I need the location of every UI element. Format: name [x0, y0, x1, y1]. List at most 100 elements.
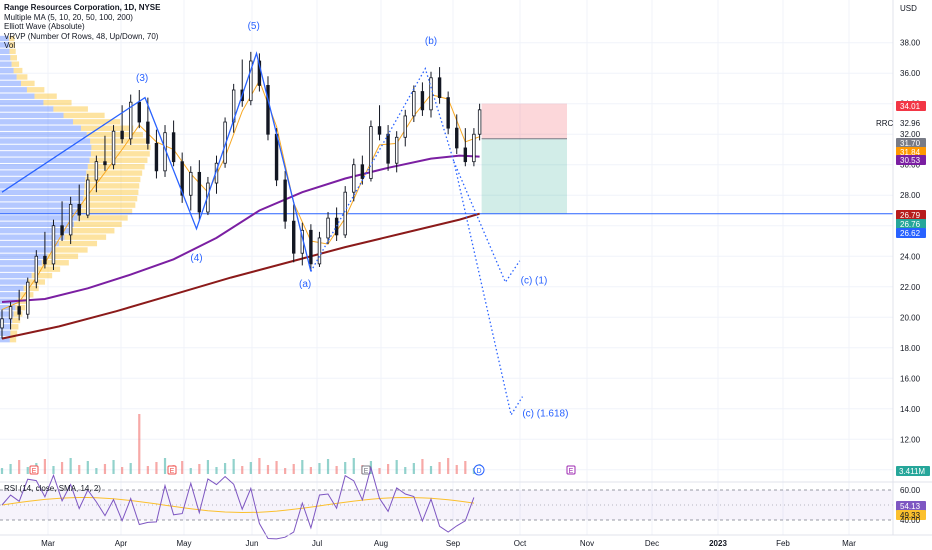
- price-badge-label: 34.01: [900, 102, 921, 111]
- indicator-vrvp[interactable]: VRVP (Number Of Rows, 48, Up/Down, 70): [4, 31, 159, 41]
- volume-bar: [232, 459, 235, 474]
- candle-body: [197, 171, 202, 213]
- volume-bar: [249, 462, 252, 474]
- price-tick: 12.00: [900, 435, 921, 444]
- volume-bar: [181, 461, 184, 474]
- vrvp-up-row: [0, 55, 11, 61]
- wave-label[interactable]: (5): [248, 21, 260, 32]
- volume-bar: [103, 464, 107, 474]
- vrvp-down-row: [89, 157, 148, 163]
- price-tick: 24.00: [900, 252, 921, 261]
- volume-bar: [9, 464, 12, 474]
- dividend-marker[interactable]: [473, 464, 485, 476]
- wave-label[interactable]: (c) (1.618): [522, 408, 568, 419]
- price-badge: [896, 210, 926, 220]
- wave-label[interactable]: (a): [299, 279, 311, 290]
- vrvp-up-row: [0, 240, 59, 247]
- volume-bar: [95, 468, 98, 474]
- indicator-ma[interactable]: Multiple MA (5, 10, 20, 50, 100, 200): [4, 12, 133, 22]
- event-label: D: [476, 468, 481, 475]
- volume-bar: [438, 462, 441, 474]
- vrvp-down-row: [83, 196, 138, 202]
- vrvp-up-row: [0, 144, 92, 151]
- volume-bar: [318, 463, 321, 474]
- candle-body: [360, 164, 365, 179]
- earnings-marker[interactable]: [167, 465, 177, 475]
- price-tick: 20.00: [900, 313, 921, 322]
- vrvp-down-row: [31, 272, 53, 279]
- candle-body: [8, 306, 13, 320]
- vrvp-up-row: [0, 163, 88, 170]
- volume-bar: [258, 458, 261, 474]
- grid: [0, 0, 893, 535]
- candle-body: [257, 60, 262, 86]
- volume-bar: [121, 467, 124, 474]
- volume-bar: [429, 466, 433, 474]
- candle-body: [429, 77, 433, 111]
- volume-bar: [18, 460, 21, 474]
- vrvp-up-row: [0, 35, 9, 42]
- volume-bar: [86, 461, 89, 474]
- earnings-marker[interactable]: [566, 465, 576, 475]
- price-tick: 36.00: [900, 69, 921, 78]
- price-badge: [896, 101, 926, 111]
- wave-label[interactable]: (4): [190, 253, 202, 264]
- moving-averages: [1, 79, 480, 340]
- price-badge-label: 26.62: [900, 229, 921, 238]
- volume-bar: [241, 466, 244, 474]
- time-tick: Sep: [446, 539, 461, 548]
- vrvp-up-row: [0, 183, 85, 189]
- volume-bar: [455, 465, 458, 474]
- indicator-elliott[interactable]: Elliott Wave (Absolute): [4, 22, 85, 31]
- wave-label[interactable]: (c) (1): [521, 276, 548, 287]
- price-badge-label: 26.79: [900, 211, 921, 220]
- price-axis[interactable]: USD10.0012.0014.0016.0018.0020.0022.0024…: [876, 0, 930, 535]
- vrvp-down-row: [43, 99, 72, 106]
- volume-bar: [395, 460, 398, 474]
- vrvp-down-row: [53, 106, 88, 112]
- volume-bar: [464, 461, 467, 474]
- vrvp-up-row: [0, 324, 12, 330]
- earnings-marker[interactable]: [29, 465, 39, 475]
- vrvp-down-row: [16, 74, 28, 80]
- candle-body: [51, 225, 56, 265]
- time-axis[interactable]: Mar Apr May Jun Jul Aug Sep Oct Nov Dec 2023 Feb Mar: [0, 534, 932, 548]
- volume-bar: [26, 467, 29, 474]
- candle-body: [437, 77, 442, 99]
- time-tick: 2023: [709, 539, 727, 548]
- short-position-tool[interactable]: [481, 103, 567, 214]
- vrvp-up-row: [0, 112, 64, 119]
- vrvp-down-row: [11, 61, 20, 67]
- wave-label[interactable]: (b): [425, 36, 437, 47]
- vrvp-down-row: [12, 317, 21, 324]
- time-tick: Mar: [842, 539, 856, 548]
- vrvp-up-row: [0, 151, 91, 157]
- vrvp-down-row: [82, 202, 136, 208]
- price-badge: [896, 228, 926, 238]
- volume-bar: [378, 468, 381, 474]
- volume-bar: [387, 464, 390, 474]
- time-tick: Jul: [312, 539, 322, 548]
- candle-body: [274, 133, 279, 181]
- vrvp-down-row: [58, 240, 98, 247]
- price-badge: [896, 155, 926, 165]
- indicator-vol[interactable]: Vol: [4, 41, 16, 50]
- vrvp-down-row: [23, 285, 39, 292]
- vrvp-down-row: [36, 266, 61, 272]
- time-tick: Aug: [374, 539, 388, 548]
- vrvp-down-row: [9, 48, 16, 55]
- wave-label[interactable]: (3): [136, 73, 148, 84]
- volume-bar: [189, 468, 192, 474]
- rsi-tick: 40.00: [900, 516, 921, 525]
- vrvp-up-row: [0, 138, 91, 144]
- vrvp-down-row: [21, 80, 35, 87]
- vrvp-up-row: [0, 87, 27, 93]
- elliott-wave[interactable]: (3) (4) (5) (a) (b) (c) (1) (c) (1.618): [1, 21, 568, 419]
- volume-bar: [69, 458, 72, 474]
- vrvp-down-row: [84, 189, 139, 195]
- price-badge: [896, 147, 926, 157]
- rsi-label[interactable]: RSI (14, close, SMA, 14, 2): [4, 484, 101, 493]
- price-tick: 22.00: [900, 283, 921, 292]
